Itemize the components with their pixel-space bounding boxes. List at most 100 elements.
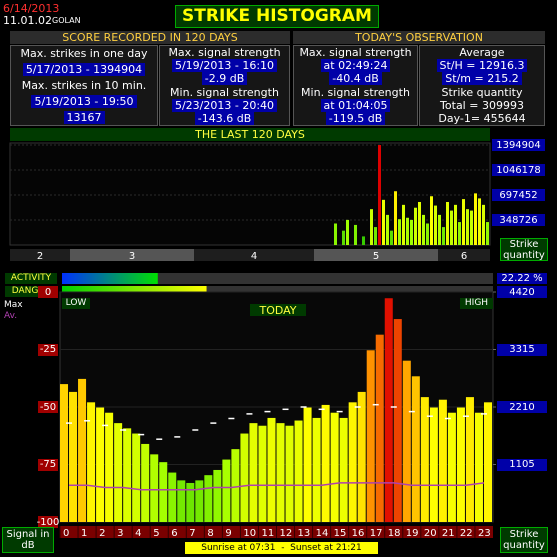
title: STRIKE HISTOGRAM	[175, 5, 379, 28]
y-tick-label: 348726	[492, 214, 545, 226]
section-title: TODAY'S OBSERVATION	[293, 31, 545, 44]
x-tick-label: 6	[461, 251, 467, 262]
y-tick-label: 697452	[492, 189, 545, 201]
bar	[370, 209, 373, 245]
stat-value: St/m = 215.2	[442, 72, 522, 86]
bar	[375, 334, 384, 522]
bar	[434, 205, 437, 245]
bar	[438, 399, 447, 522]
bar	[393, 319, 402, 522]
x-tick-label: 4	[135, 528, 141, 539]
bar	[422, 214, 425, 245]
bar	[240, 433, 249, 522]
stat-column: Max. signal strength 5/19/2013 - 16:10 -2.…	[159, 45, 290, 126]
indicator-bar	[62, 273, 158, 284]
bar	[366, 350, 375, 522]
bar	[402, 204, 405, 245]
stat-value: -40.4 dB	[329, 72, 382, 86]
x-tick-label: 2	[37, 251, 43, 262]
stat-label: Min. signal strength	[170, 85, 279, 99]
bar	[60, 384, 69, 522]
stat-label: Strike quantity	[441, 85, 523, 99]
time: 11.01.02	[3, 13, 52, 27]
x-tick-label: 2	[99, 528, 105, 539]
average-line	[69, 482, 485, 491]
bar	[470, 210, 473, 245]
bar	[454, 204, 457, 245]
x-band	[10, 249, 70, 261]
y-tick-label: 1394904	[492, 139, 545, 151]
bar	[414, 207, 417, 245]
bar	[450, 210, 453, 245]
stat-value: 5/17/2013 - 1394904	[22, 63, 146, 77]
x-tick-label: 7	[189, 528, 195, 539]
y-tick-label: -75	[38, 458, 58, 471]
x-tick-label: 11	[261, 528, 274, 539]
x-tick-label: 6	[171, 528, 177, 539]
legend-entry: Max	[4, 299, 23, 310]
y2-tick-label: 2210	[497, 401, 547, 413]
bar	[357, 391, 366, 522]
bar	[195, 480, 204, 522]
bar	[398, 219, 401, 245]
bar	[462, 199, 465, 245]
x-tick-label: 0	[63, 528, 69, 539]
stat-value: -119.5 dB	[325, 111, 386, 125]
bar	[474, 412, 483, 522]
scale-high: HIGH	[460, 298, 493, 309]
indicator-label: DANGER	[5, 286, 57, 297]
bar	[348, 402, 357, 522]
bar	[384, 298, 393, 522]
bar	[258, 425, 267, 522]
stat-value: at 02:49:24	[320, 59, 391, 73]
x-band	[70, 249, 194, 261]
x-tick-label: 5	[373, 251, 379, 262]
stat-value: 13167	[63, 110, 105, 124]
x-band	[194, 249, 314, 261]
bar	[312, 417, 321, 522]
bar	[390, 230, 393, 245]
bar	[294, 420, 303, 522]
indicator-value: 22.22 %	[497, 273, 547, 284]
bar	[141, 443, 150, 522]
x-tick-label: 22	[460, 528, 473, 539]
bar	[267, 417, 276, 522]
bar	[69, 391, 78, 522]
date: 6/14/2013	[3, 1, 60, 15]
stat-label: Max. signal strength	[299, 46, 412, 60]
y-tick-label: -50	[38, 401, 58, 413]
x-tick-label: 3	[117, 528, 123, 539]
x-tick-label: 21	[442, 528, 455, 539]
bar	[458, 222, 461, 245]
bar	[330, 412, 339, 522]
stat-column: Average St/H = 12916.3 St/m = 215.2 Strike …	[419, 45, 545, 126]
bar	[354, 224, 357, 245]
bar	[465, 397, 474, 522]
bar	[204, 475, 213, 522]
bar	[105, 412, 114, 522]
y-tick-label: 0	[38, 286, 58, 298]
bar	[213, 469, 222, 522]
bar	[249, 423, 258, 522]
x-band	[438, 249, 490, 261]
bar	[411, 376, 420, 522]
bar	[96, 407, 105, 522]
stat-label: Average	[459, 46, 505, 60]
bar	[402, 360, 411, 522]
stat-label: Max. signal strength	[168, 46, 281, 60]
bar	[346, 219, 349, 245]
bar	[303, 407, 312, 522]
bar	[378, 145, 381, 245]
x-tick-label: 3	[129, 251, 135, 262]
bar	[430, 196, 433, 245]
sun-times: Sunrise at 07:31 - Sunset at 21:21	[185, 542, 378, 554]
indicator-track	[62, 273, 493, 284]
bar	[231, 449, 240, 522]
x-tick-label: 23	[478, 528, 491, 539]
x-tick-label: 1	[81, 528, 87, 539]
x-tick-label: 4	[251, 251, 257, 262]
bar	[321, 404, 330, 522]
indicator-label: ACTIVITY	[5, 273, 57, 284]
y-tick-label: -100	[36, 516, 60, 528]
